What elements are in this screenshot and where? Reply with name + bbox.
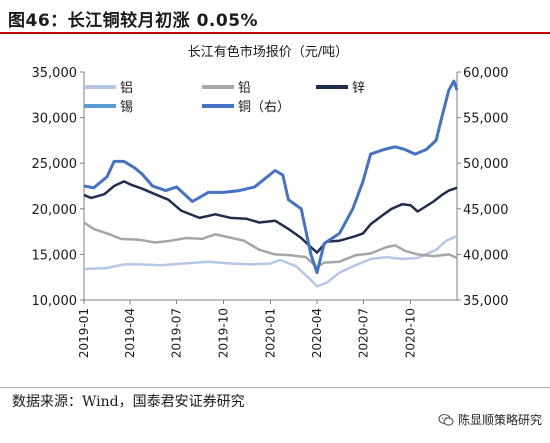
series-line-2 [83,221,458,269]
legend-label: 锡 [120,100,133,115]
wechat-icon [438,413,454,426]
right-y-tick-label: 45,000 [463,203,509,218]
right-y-tick-label: 50,000 [463,157,509,172]
x-tick-label: 2020-01 [264,308,278,358]
line-chart: 长江有色市场报价（元/吨） 10,000 15,000 20,000 25,000 30… [32,44,509,358]
watermark-text: 陈显顺策略研究 [457,413,542,427]
title-divider [0,32,550,34]
left-y-tick-label: 20,000 [32,203,78,218]
footer-divider [0,387,550,388]
left-y-tick-label: 10,000 [32,294,78,309]
x-tick-label: 2019-10 [216,308,230,358]
legend-label: 铜（右） [238,100,290,115]
x-tick-label: 2020-04 [310,308,324,358]
legend-label: 铝 [120,81,133,96]
x-tick-label: 2019-04 [123,308,137,358]
left-y-tick-label: 15,000 [32,248,78,263]
chart-title: 长江有色市场报价（元/吨） [188,44,348,60]
left-y-tick-label: 35,000 [32,66,78,81]
right-y-tick-label: 35,000 [463,294,509,309]
left-y-tick-label: 25,000 [32,157,78,172]
left-y-tick-label: 30,000 [32,112,78,127]
series-line-3 [83,180,458,254]
right-y-tick-label: 55,000 [463,112,509,127]
figure-title: 图46：长江铜较月初涨 0.05% [8,11,259,31]
right-y-tick-label: 60,000 [463,66,509,81]
x-tick-label: 2019-01 [77,308,91,358]
legend-label: 锌 [352,81,365,96]
right-y-tick-label: 40,000 [463,248,509,263]
x-tick-label: 2020-10 [404,308,418,358]
x-tick-label: 2019-07 [169,308,183,358]
x-tick-label: 2020-07 [356,308,370,358]
legend-label: 铅 [238,81,251,96]
watermark: 陈显顺策略研究 [438,411,542,428]
series-line-5 [83,79,459,275]
series-line-1 [83,235,458,288]
source-note: 数据来源：Wind，国泰君安证券研究 [12,394,245,410]
